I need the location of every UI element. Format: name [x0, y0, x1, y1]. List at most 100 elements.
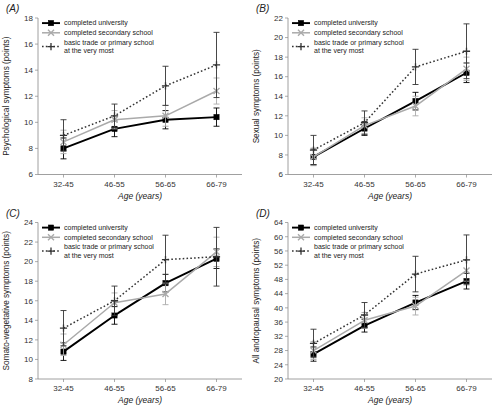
error-bar — [61, 311, 67, 346]
legend-marker — [297, 43, 304, 50]
data-point — [60, 132, 67, 139]
x-tick — [63, 175, 64, 178]
series-line — [64, 91, 217, 142]
series — [310, 24, 470, 165]
x-tick — [466, 175, 467, 178]
y-tick — [285, 265, 288, 266]
series-line — [314, 69, 467, 157]
series — [311, 260, 470, 360]
x-tick-label: 46-55 — [354, 384, 375, 393]
x-tick-label: 32-45 — [53, 384, 74, 393]
y-tick-label: 10 — [24, 355, 33, 364]
x-tick — [364, 175, 365, 178]
plot-area — [310, 235, 470, 361]
y-tick — [35, 18, 38, 19]
data-point — [463, 48, 470, 55]
error-bar — [112, 104, 118, 127]
y-tick — [285, 57, 288, 58]
y-tick-label: 60 — [274, 233, 283, 242]
y-tick-label: 56 — [274, 247, 283, 256]
series-line — [64, 252, 217, 345]
x-tick-label: 66-79 — [456, 180, 477, 189]
y-tick-label: 20 — [274, 33, 283, 42]
y-tick-label: 14 — [274, 92, 283, 101]
y-tick — [35, 148, 38, 149]
y-tick — [285, 336, 288, 337]
error-bar — [311, 329, 317, 357]
x-tick-label: 56-65 — [405, 180, 426, 189]
data-point — [310, 340, 317, 347]
error-bar — [214, 32, 220, 97]
error-bar — [311, 135, 317, 164]
x-axis-line — [38, 174, 242, 175]
legend-label: basic trade or primary schoolat the very… — [314, 39, 404, 55]
x-axis-label: Age (years) — [367, 395, 412, 405]
series — [311, 273, 470, 361]
legend-label: basic trade or primary schoolat the very… — [64, 243, 154, 259]
legend-marker — [298, 225, 303, 230]
error-bar — [464, 24, 470, 79]
legend-marker — [48, 21, 53, 26]
data-point — [412, 63, 419, 70]
plot-area — [60, 227, 220, 360]
series-line — [314, 281, 467, 354]
y-tick-label: 14 — [24, 316, 33, 325]
y-tick — [35, 242, 38, 243]
y-axis-label: Somato-wegetative symptoms (points) — [2, 231, 11, 371]
legend-label: completed university — [64, 19, 128, 27]
series-line — [314, 271, 467, 351]
y-tick-label: 48 — [274, 275, 283, 284]
error-bar — [214, 227, 220, 286]
legend: completed university completed secondary … — [42, 19, 154, 55]
panel: (B)681012141618202232-4546-5556-6566-79A… — [252, 3, 492, 201]
chart-root: (A)68101214161832-4546-5556-6566-79Age (… — [0, 0, 500, 409]
panel: (A)68101214161832-4546-5556-6566-79Age (… — [2, 3, 242, 201]
y-tick — [285, 250, 288, 251]
y-tick-label: 8 — [29, 375, 34, 384]
x-tick-label: 66-79 — [206, 384, 227, 393]
y-tick — [285, 76, 288, 77]
y-tick-label: 8 — [279, 151, 284, 160]
y-tick — [35, 44, 38, 45]
error-bar — [413, 49, 419, 84]
series — [311, 57, 470, 166]
y-tick — [285, 279, 288, 280]
x-tick — [165, 379, 166, 382]
y-tick — [285, 222, 288, 223]
x-tick — [313, 175, 314, 178]
y-tick-label: 18 — [274, 53, 283, 62]
series — [61, 237, 220, 355]
y-tick-label: 32 — [274, 332, 283, 341]
series — [60, 32, 220, 151]
x-axis-label: Age (years) — [117, 395, 162, 405]
y-tick-label: 52 — [274, 261, 283, 270]
legend-label: completed secondary school — [314, 234, 403, 242]
y-tick-label: 16 — [24, 297, 33, 306]
legend-label: basic trade or primary schoolat the very… — [314, 243, 404, 259]
legend-label: completed secondary school — [314, 29, 403, 37]
x-tick-label: 66-79 — [206, 180, 227, 189]
legend-label: completed secondary school — [64, 234, 153, 242]
y-tick-label: 22 — [274, 14, 283, 23]
data-point — [413, 103, 419, 109]
y-tick-label: 36 — [274, 318, 283, 327]
panel-title: (C) — [6, 208, 20, 219]
y-tick-label: 12 — [24, 92, 33, 101]
x-tick-label: 46-55 — [354, 180, 375, 189]
x-tick-label: 46-55 — [104, 180, 125, 189]
x-tick-label: 56-65 — [155, 384, 176, 393]
data-point — [213, 61, 220, 68]
plot-area — [60, 32, 220, 159]
x-axis-line — [38, 379, 242, 380]
legend: completed universitycompleted secondary … — [292, 224, 404, 260]
series-line — [314, 260, 467, 344]
y-tick-label: 12 — [274, 112, 283, 121]
x-tick-label: 32-45 — [53, 180, 74, 189]
legend-label: completed secondary school — [64, 29, 153, 37]
data-point — [412, 270, 419, 277]
y-tick-label: 14 — [24, 66, 33, 75]
error-bar — [214, 108, 220, 126]
y-tick-label: 24 — [24, 218, 33, 227]
y-tick — [35, 222, 38, 223]
legend-marker — [298, 30, 304, 36]
